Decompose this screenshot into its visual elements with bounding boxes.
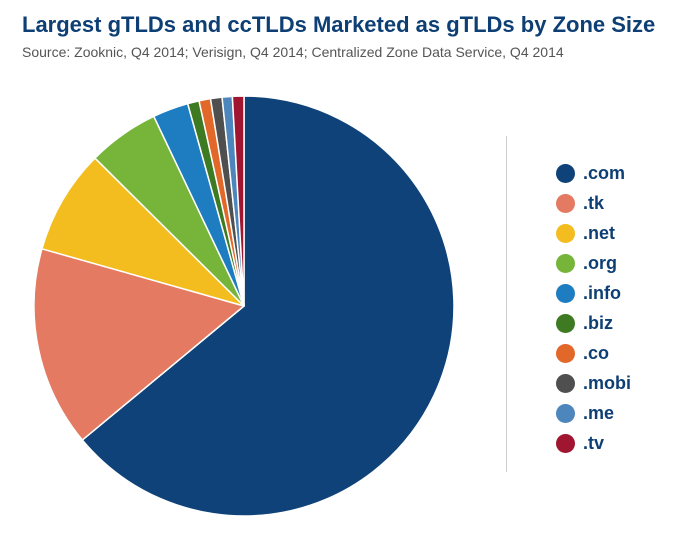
legend-divider (506, 136, 507, 472)
legend-label: .me (583, 402, 615, 423)
legend-label: .net (583, 222, 616, 243)
chart-subtitle: Source: Zooknic, Q4 2014; Verisign, Q4 2… (22, 44, 564, 60)
legend-swatch (556, 193, 575, 213)
legend-swatch (556, 283, 575, 303)
legend-label: .org (583, 252, 617, 273)
legend-swatch (556, 433, 575, 453)
legend-swatch (556, 343, 575, 363)
legend-label: .com (583, 162, 626, 183)
legend-swatch (556, 223, 575, 243)
legend-swatch (556, 403, 575, 423)
chart-title: Largest gTLDs and ccTLDs Marketed as gTL… (22, 12, 656, 37)
legend-label: .mobi (583, 372, 631, 393)
legend-item-tv: .tv (556, 428, 686, 458)
legend-label: .co (583, 342, 610, 363)
legend-item-biz: .biz (556, 308, 686, 338)
legend-swatch (556, 373, 575, 393)
legend-item-com: .com (556, 158, 686, 188)
legend-item-info: .info (556, 278, 686, 308)
legend-label: .tv (583, 432, 605, 453)
legend-item-org: .org (556, 248, 686, 278)
legend-label: .biz (583, 312, 613, 333)
legend-swatch (556, 253, 575, 273)
legend-label: .tk (583, 192, 605, 213)
pie-slice-com (81, 95, 455, 517)
legend-swatch (556, 163, 575, 183)
legend-item-net: .net (556, 218, 686, 248)
legend-item-mobi: .mobi (556, 368, 686, 398)
legend-item-me: .me (556, 398, 686, 428)
legend-item-co: .co (556, 338, 686, 368)
legend-swatch (556, 313, 575, 333)
legend-label: .info (583, 282, 621, 303)
pie-slice-tv (231, 95, 245, 307)
legend-item-tk: .tk (556, 188, 686, 218)
legend: .com .tk .net .org .info .biz .co .mobi .me .tv (556, 158, 686, 458)
pie-slice-tk (33, 248, 245, 441)
pie-slice-net (41, 157, 245, 307)
pie-slices (33, 95, 455, 517)
